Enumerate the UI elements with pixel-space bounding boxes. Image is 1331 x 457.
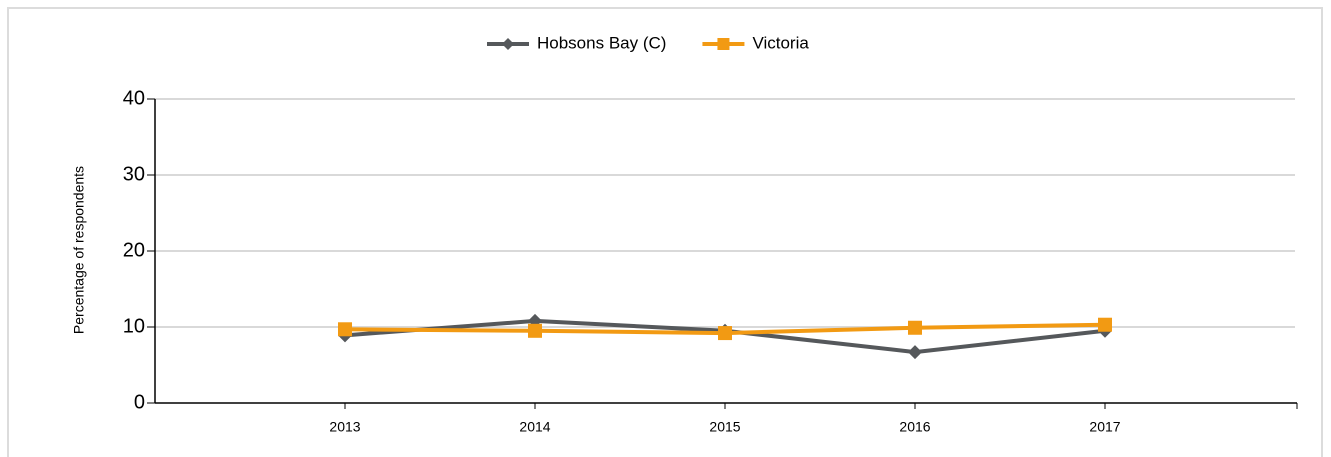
frame: [7, 7, 1323, 457]
legend-label: Hobsons Bay (C): [537, 33, 666, 52]
marker: [1098, 317, 1112, 332]
x-tick-label: 2013: [329, 419, 360, 435]
marker: [528, 323, 542, 338]
y-axis-label: Percentage of respondents: [71, 166, 87, 334]
marker: [717, 38, 730, 50]
y-tick-label: 20: [123, 239, 145, 261]
marker: [502, 38, 514, 50]
x-tick-label: 2017: [1089, 419, 1120, 435]
legend-label: Victoria: [752, 33, 809, 52]
x-tick-label: 2016: [899, 419, 930, 435]
y-tick-label: 0: [134, 391, 145, 413]
x-tick-label: 2015: [709, 419, 740, 435]
y-tick-label: 10: [123, 315, 145, 337]
y-tick-label: 30: [123, 163, 145, 185]
x-tick-label: 2014: [519, 419, 550, 435]
marker: [908, 345, 922, 360]
marker: [908, 320, 922, 335]
y-tick-label: 40: [123, 87, 145, 109]
marker: [338, 322, 352, 337]
marker: [718, 326, 732, 341]
